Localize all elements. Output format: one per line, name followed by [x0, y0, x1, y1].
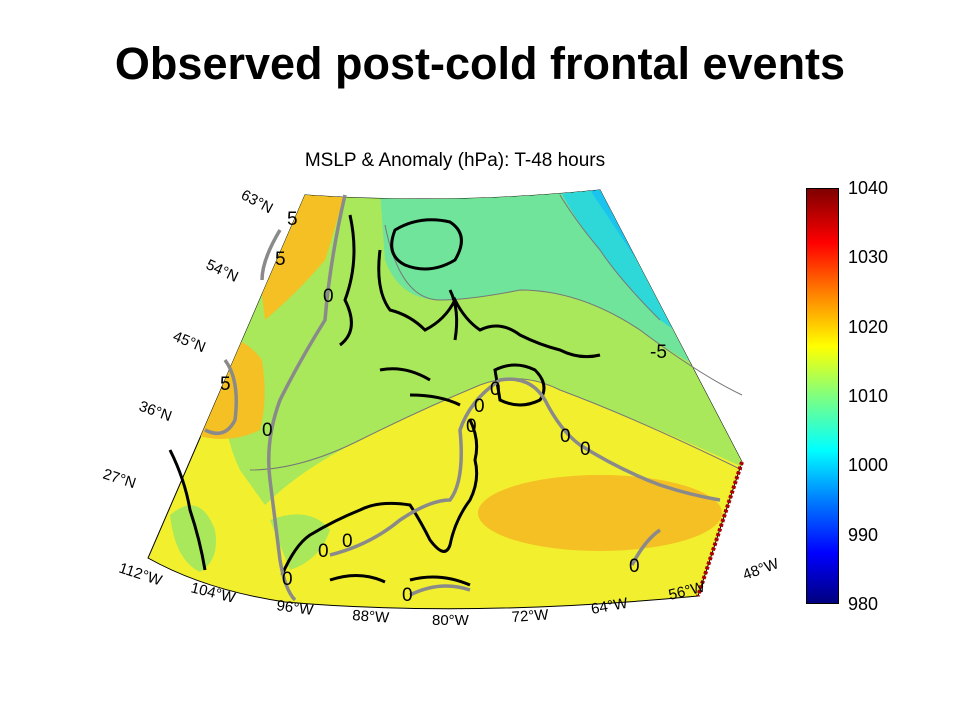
- longitude-label: 88°W: [352, 607, 391, 627]
- slide-title: Observed post-cold frontal events: [114, 38, 846, 89]
- anomaly-contour: [260, 229, 282, 281]
- contour-line: [384, 224, 743, 396]
- anomaly-contour: [329, 377, 721, 557]
- colorbar-tick-label: 980: [848, 594, 879, 614]
- contour-value-label: 0: [466, 416, 477, 437]
- coastline: [448, 289, 459, 341]
- colorbar: [806, 188, 839, 604]
- coastline: [377, 249, 601, 359]
- orange-high-atlantic: [478, 475, 722, 551]
- coastline: [280, 419, 479, 576]
- coastline: [379, 367, 431, 382]
- colorbar-tick-label: 990: [848, 524, 879, 545]
- coastline: [409, 393, 461, 407]
- green-patch-southwest: [170, 505, 216, 572]
- contour-value-label: 5: [275, 249, 286, 270]
- contour-line: [559, 194, 661, 321]
- latitude-label: 27°N: [101, 466, 138, 493]
- longitude-label: 72°W: [511, 606, 550, 626]
- anomaly-contour: [267, 194, 347, 602]
- latitude-label: 63°N: [238, 187, 276, 218]
- colorbar-tick-label: 1010: [848, 386, 889, 406]
- anomaly-contour: [409, 584, 471, 597]
- contour-value-label: 0: [560, 426, 571, 447]
- coastline: [329, 574, 386, 584]
- colorbar-tick-label: 1040: [848, 178, 889, 198]
- high-pressure-edge: [696, 461, 744, 597]
- pressure-contours: [249, 194, 743, 471]
- longitude-label: 112°W: [117, 560, 165, 590]
- latitude-label: 45°N: [171, 328, 208, 356]
- longitude-label: 48°W: [741, 555, 782, 584]
- colorbar-tick-label: 1000: [848, 455, 889, 476]
- latitude-label: 54°N: [203, 256, 241, 286]
- contour-value-label: 0: [490, 379, 501, 400]
- contour-value-label: 0: [629, 556, 640, 577]
- coastline: [339, 214, 356, 347]
- coastline: [168, 449, 207, 571]
- anomaly-contours: [204, 194, 721, 602]
- colorbar-tick-label: 1020: [848, 316, 889, 337]
- contour-value-label: 0: [402, 585, 413, 606]
- colorbar-tick-label: 1030: [848, 247, 889, 268]
- coastlines: [168, 214, 601, 587]
- coastline: [390, 218, 463, 271]
- longitude-label: 64°W: [590, 595, 630, 618]
- longitude-label: 96°W: [275, 597, 315, 619]
- longitude-label: 80°W: [432, 612, 470, 629]
- contour-value-label: 0: [323, 286, 334, 307]
- contour-line: [249, 378, 743, 471]
- coastline: [493, 363, 546, 407]
- map-title: MSLP & Anomaly (hPa): T-48 hours: [304, 150, 606, 171]
- contour-value-label: 0: [318, 541, 329, 562]
- contour-value-label: 0: [342, 531, 353, 552]
- contour-value-label: 5: [287, 209, 298, 230]
- contour-value-label: 0: [580, 439, 591, 460]
- coastline: [409, 575, 471, 587]
- contour-value-label: 0: [474, 396, 485, 417]
- latitude-label: 36°N: [137, 398, 174, 425]
- contour-value-label: 0: [262, 420, 273, 441]
- contour-value-label: 5: [220, 374, 231, 395]
- anomaly-contour: [204, 358, 238, 436]
- contour-value-label: 0: [282, 569, 293, 590]
- contour-value-label: -5: [650, 342, 667, 363]
- anomaly-contour: [630, 528, 662, 566]
